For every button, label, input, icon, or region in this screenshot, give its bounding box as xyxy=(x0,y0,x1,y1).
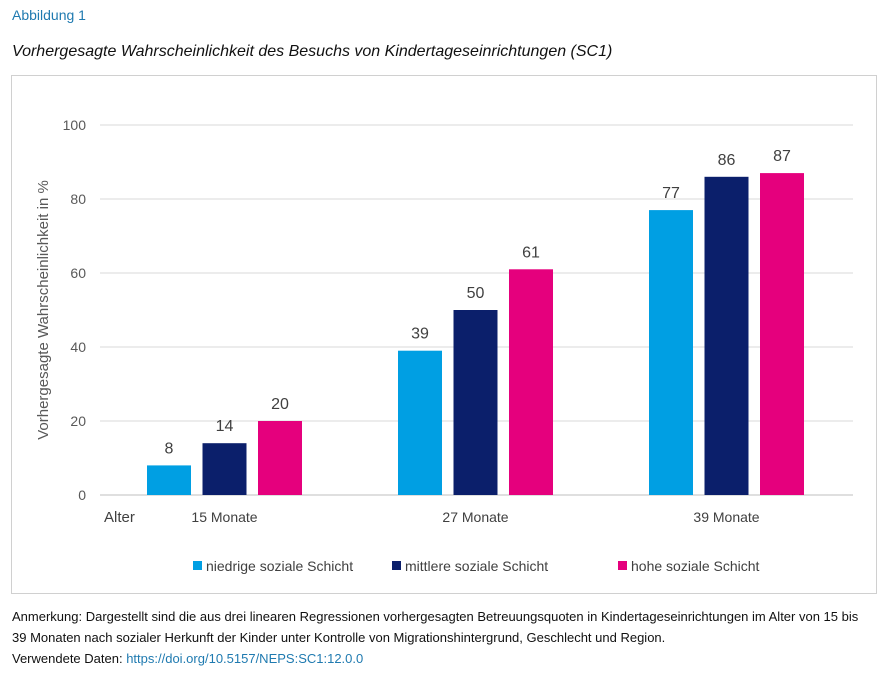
legend-label: niedrige soziale Schicht xyxy=(206,558,353,574)
data-label: 8 xyxy=(165,440,174,457)
y-tick-label: 20 xyxy=(70,413,86,429)
legend-swatch xyxy=(193,561,202,570)
data-label: 14 xyxy=(216,418,234,435)
y-tick-label: 60 xyxy=(70,265,86,281)
note-text: Anmerkung: Dargestellt sind die aus drei… xyxy=(12,609,859,645)
data-label: 87 xyxy=(773,148,791,165)
data-source-link[interactable]: https://doi.org/10.5157/NEPS:SC1:12.0.0 xyxy=(126,651,364,666)
data-label: 39 xyxy=(411,326,429,343)
legend-swatch xyxy=(392,561,401,570)
bar xyxy=(649,210,693,495)
bar xyxy=(760,173,804,495)
y-axis-label: Vorhergesagte Wahrscheinlichkeit in % xyxy=(35,180,52,440)
chart-frame xyxy=(11,75,877,594)
legend-label: hohe soziale Schicht xyxy=(631,558,760,574)
chart-title: Vorhergesagte Wahrscheinlichkeit des Bes… xyxy=(12,43,613,60)
x-tick-label: 15 Monate xyxy=(191,509,257,525)
y-tick-label: 100 xyxy=(63,117,87,133)
bar xyxy=(258,421,302,495)
data-source: Verwendete Daten: https://doi.org/10.515… xyxy=(12,651,363,666)
x-axis-label: Alter xyxy=(104,509,135,526)
data-label: 61 xyxy=(522,244,540,261)
data-label: 86 xyxy=(718,152,736,169)
data-label: 20 xyxy=(271,396,289,413)
data-source-label: Verwendete Daten: xyxy=(12,651,123,666)
x-tick-label: 39 Monate xyxy=(693,509,759,525)
y-tick-label: 40 xyxy=(70,339,86,355)
bar xyxy=(704,176,749,496)
y-tick-label: 80 xyxy=(70,191,86,207)
data-label: 50 xyxy=(467,285,485,302)
figure-label: Abbildung 1 xyxy=(12,7,86,23)
legend-label: mittlere soziale Schicht xyxy=(405,558,548,574)
bar xyxy=(398,350,442,495)
y-tick-label: 0 xyxy=(78,487,86,503)
bar xyxy=(509,269,553,495)
bar xyxy=(453,310,498,495)
data-label: 77 xyxy=(662,185,680,202)
bar-chart: 0 20 40 60 80 100 15 Monate 8 14 20 27 Monate 39 50 6… xyxy=(35,117,853,574)
legend-swatch xyxy=(618,561,627,570)
x-tick-label: 27 Monate xyxy=(442,509,508,525)
bar xyxy=(202,443,247,495)
bar xyxy=(147,465,191,495)
